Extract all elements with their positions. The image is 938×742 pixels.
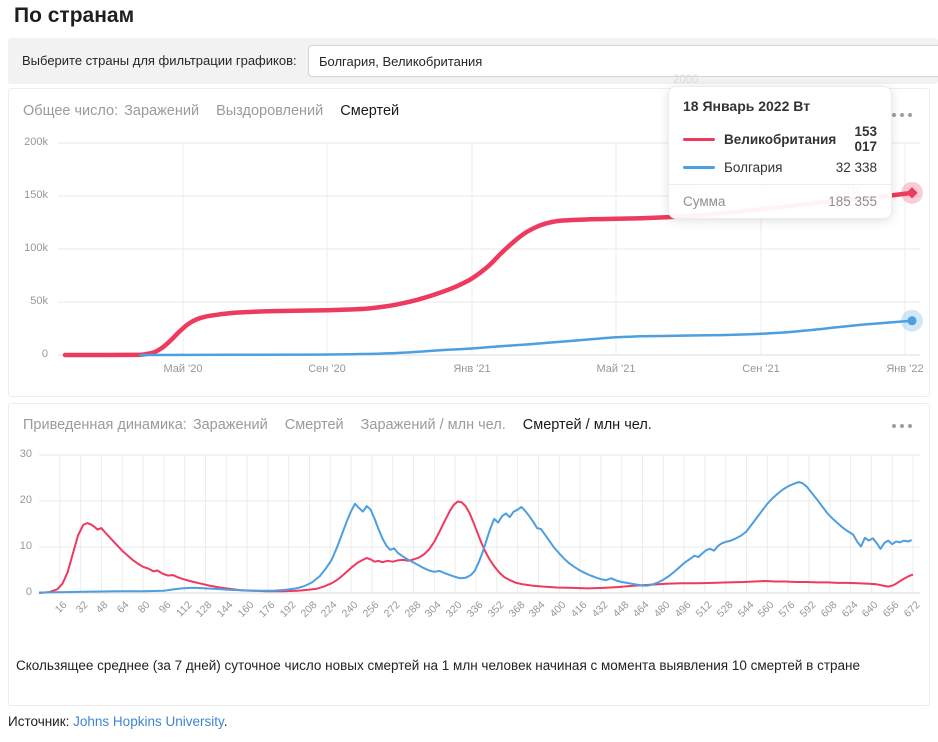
legend-line-swatch [683, 166, 715, 169]
filter-bar: Выберите страны для фильтрации графиков: [8, 38, 938, 84]
total-tab-3[interactable]: Смертей [340, 103, 400, 119]
ellipsis-icon [892, 424, 896, 428]
filter-label: Выберите страны для фильтрации графиков: [22, 53, 297, 68]
tooltip-rows: Великобритания 153 017 Болгария 32 338 [683, 124, 877, 175]
tooltip-date: 18 Январь 2022 Вт [683, 98, 811, 114]
ellipsis-icon [900, 113, 904, 117]
ellipsis-icon [908, 113, 912, 117]
tooltip-sum-value: 185 355 [828, 194, 877, 209]
chart-tooltip: 18 Январь 2022 Вт Великобритания 153 017 Б… [668, 86, 892, 219]
ellipsis-icon [892, 113, 896, 117]
tooltip-country-label: Болгария [724, 160, 783, 175]
total-tab-1[interactable]: Заражений [124, 103, 200, 119]
dynamics-tab-4[interactable]: Смертей / млн чел. [522, 417, 652, 433]
tooltip-divider [669, 184, 891, 185]
tooltip-value: 32 338 [835, 160, 877, 175]
total-tab-2[interactable]: Выздоровлений [216, 103, 324, 119]
legend-line-swatch [683, 137, 715, 141]
dynamics-tab-2[interactable]: Смертей [284, 417, 344, 433]
tooltip-country-label: Великобритания [724, 131, 837, 147]
source-line: Источник: Johns Hopkins University. [8, 714, 227, 729]
source-suffix: . [223, 714, 228, 729]
tooltip-sum-label: Сумма [683, 194, 726, 209]
dynamics-tab-1[interactable]: Заражений [192, 417, 268, 433]
dynamics-chart-menu-button[interactable] [888, 420, 916, 432]
dynamics-tabs-prefix: Приведенная динамика: [23, 417, 187, 433]
country-filter-input[interactable] [308, 45, 938, 77]
chart-caption: Скользящее среднее (за 7 дней) суточное … [16, 658, 861, 673]
tooltip-row: Болгария 32 338 [683, 160, 877, 175]
tooltip-sum-row: Сумма 185 355 [683, 185, 877, 209]
total-chart-menu-button[interactable] [888, 109, 916, 121]
source-link[interactable]: Johns Hopkins University [73, 714, 224, 729]
total-chart-tabs: Общее число: Заражений Выздоровлений Смерте… [23, 103, 399, 119]
tooltip-value: 153 017 [854, 124, 877, 154]
ellipsis-icon [900, 424, 904, 428]
total-tabs-prefix: Общее число: [23, 103, 119, 119]
tooltip-row: Великобритания 153 017 [683, 124, 877, 154]
ellipsis-icon [908, 424, 912, 428]
page-title: По странам [14, 4, 135, 27]
dynamics-chart-tabs: Приведенная динамика: Заражений Смертей Зар… [23, 417, 652, 433]
source-label: Источник: [8, 714, 70, 729]
dynamics-tab-3[interactable]: Заражений / млн чел. [360, 417, 506, 433]
